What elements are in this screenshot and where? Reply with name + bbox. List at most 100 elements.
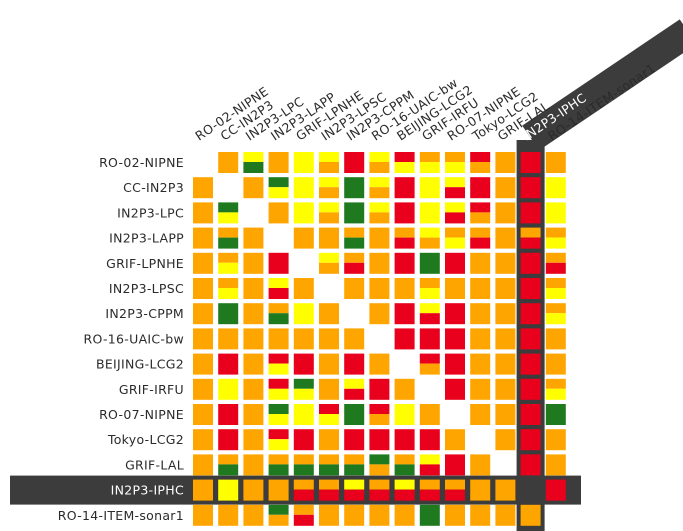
matrix-cell[interactable] — [268, 454, 289, 476]
matrix-cell[interactable] — [445, 152, 465, 173]
matrix-cell[interactable] — [520, 378, 541, 400]
matrix-cell[interactable] — [369, 177, 390, 199]
matrix-cell[interactable] — [319, 504, 339, 526]
matrix-cell[interactable] — [470, 454, 491, 476]
matrix-cell[interactable] — [445, 353, 465, 375]
matrix-cell[interactable] — [545, 429, 566, 451]
row-label[interactable]: IN2P3-CPPM — [105, 306, 184, 321]
matrix-cell[interactable] — [419, 479, 440, 501]
matrix-cell[interactable] — [243, 328, 264, 350]
matrix-cell[interactable] — [243, 177, 264, 199]
matrix-cell[interactable] — [495, 252, 516, 274]
matrix-cell[interactable] — [445, 328, 465, 350]
matrix-cell[interactable] — [218, 353, 239, 375]
matrix-cell[interactable] — [193, 177, 213, 199]
matrix-cell[interactable] — [495, 404, 516, 425]
matrix-cell[interactable] — [520, 177, 541, 199]
matrix-cell[interactable] — [520, 404, 541, 425]
matrix-cell[interactable] — [495, 479, 516, 501]
matrix-cell[interactable] — [470, 252, 491, 274]
matrix-cell[interactable] — [319, 202, 339, 224]
matrix-cell[interactable] — [243, 278, 264, 299]
matrix-cell[interactable] — [470, 504, 491, 526]
matrix-cell[interactable] — [193, 278, 213, 299]
matrix-cell[interactable] — [394, 479, 415, 501]
matrix-cell[interactable] — [369, 303, 390, 325]
matrix-cell[interactable] — [495, 328, 516, 350]
matrix-cell[interactable] — [268, 504, 289, 526]
matrix-cell[interactable] — [495, 227, 516, 249]
matrix-cell[interactable] — [268, 177, 289, 199]
matrix-cell[interactable] — [419, 252, 440, 274]
matrix-cell[interactable] — [218, 454, 239, 476]
matrix-cell[interactable] — [445, 454, 465, 476]
matrix-cell[interactable] — [419, 177, 440, 199]
matrix-cell[interactable] — [218, 252, 239, 274]
matrix-cell[interactable] — [394, 404, 415, 425]
row-label[interactable]: RO-02-NIPNE — [99, 155, 184, 170]
matrix-cell[interactable] — [319, 177, 339, 199]
matrix-cell[interactable] — [419, 454, 440, 476]
matrix-cell[interactable] — [369, 404, 390, 425]
matrix-cell[interactable] — [470, 227, 491, 249]
matrix-cell[interactable] — [218, 328, 239, 350]
row-label[interactable]: IN2P3-IPHC — [111, 483, 184, 498]
matrix-cell[interactable] — [520, 152, 541, 173]
matrix-cell[interactable] — [470, 278, 491, 299]
matrix-cell[interactable] — [293, 328, 314, 350]
matrix-cell[interactable] — [218, 404, 239, 425]
matrix-cell[interactable] — [495, 353, 516, 375]
matrix-cell[interactable] — [470, 328, 491, 350]
matrix-cell[interactable] — [394, 378, 415, 400]
matrix-cell[interactable] — [268, 429, 289, 451]
row-label[interactable]: BEIJING-LCG2 — [96, 357, 184, 372]
matrix-cell[interactable] — [218, 504, 239, 526]
matrix-cell[interactable] — [394, 177, 415, 199]
matrix-cell[interactable] — [243, 152, 264, 173]
matrix-cell[interactable] — [470, 177, 491, 199]
matrix-cell[interactable] — [243, 252, 264, 274]
matrix-cell[interactable] — [243, 227, 264, 249]
matrix-cell[interactable] — [495, 278, 516, 299]
matrix-cell[interactable] — [445, 278, 465, 299]
matrix-cell[interactable] — [344, 378, 365, 400]
matrix-cell[interactable] — [218, 278, 239, 299]
row-label[interactable]: CC-IN2P3 — [123, 180, 184, 195]
matrix-cell[interactable] — [293, 177, 314, 199]
matrix-cell[interactable] — [545, 479, 566, 501]
matrix-cell[interactable] — [268, 303, 289, 325]
matrix-cell[interactable] — [243, 378, 264, 400]
matrix-cell[interactable] — [369, 227, 390, 249]
matrix-cell[interactable] — [445, 177, 465, 199]
matrix-cell[interactable] — [319, 404, 339, 425]
matrix-cell[interactable] — [369, 278, 390, 299]
matrix-cell[interactable] — [319, 479, 339, 501]
matrix-cell[interactable] — [369, 454, 390, 476]
matrix-cell[interactable] — [394, 202, 415, 224]
matrix-cell[interactable] — [319, 353, 339, 375]
matrix-cell[interactable] — [419, 278, 440, 299]
matrix-cell[interactable] — [369, 353, 390, 375]
matrix-cell[interactable] — [495, 202, 516, 224]
matrix-cell[interactable] — [369, 202, 390, 224]
matrix-cell[interactable] — [419, 328, 440, 350]
matrix-cell[interactable] — [293, 378, 314, 400]
matrix-cell[interactable] — [545, 202, 566, 224]
matrix-cell[interactable] — [193, 404, 213, 425]
matrix-cell[interactable] — [419, 152, 440, 173]
row-label[interactable]: GRIF-LPNHE — [106, 256, 184, 271]
matrix-cell[interactable] — [495, 177, 516, 199]
matrix-cell[interactable] — [545, 454, 566, 476]
matrix-cell[interactable] — [218, 479, 239, 501]
matrix-cell[interactable] — [545, 328, 566, 350]
row-label[interactable]: GRIF-IRFU — [119, 382, 184, 397]
matrix-cell[interactable] — [193, 202, 213, 224]
matrix-cell[interactable] — [218, 303, 239, 325]
matrix-cell[interactable] — [520, 303, 541, 325]
matrix-cell[interactable] — [319, 429, 339, 451]
row-label[interactable]: IN2P3-LPSC — [109, 281, 184, 296]
matrix-cell[interactable] — [520, 227, 541, 249]
matrix-cell[interactable] — [545, 353, 566, 375]
matrix-cell[interactable] — [268, 152, 289, 173]
matrix-cell[interactable] — [319, 227, 339, 249]
